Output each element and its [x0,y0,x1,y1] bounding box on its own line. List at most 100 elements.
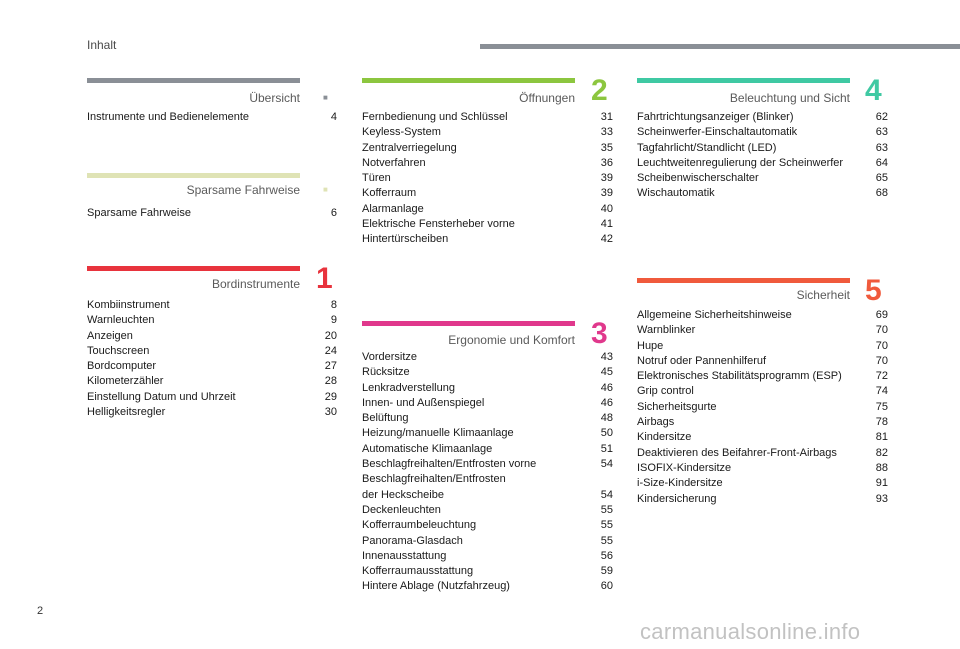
toc-entry[interactable]: Bordcomputer 27 [87,359,337,374]
toc-entry-label: Deaktivieren des Beifahrer-Front-Airbags [637,446,837,459]
section-uebersicht: Übersicht ■ Instrumente und Bedienelemen… [87,78,337,138]
toc-entry[interactable]: Panorama-Glasdach 55 [362,534,613,549]
toc-entry[interactable]: Einstellung Datum und Uhrzeit 29 [87,390,337,405]
section-bar [637,78,850,83]
section-title: Sicherheit [796,288,850,302]
toc-entry-label: Deckenleuchten [362,503,441,516]
toc-entry-label: Rücksitze [362,366,410,379]
toc-entry[interactable]: Kombiinstrument 8 [87,298,337,313]
toc-entry-label: Kofferraumbeleuchtung [362,519,477,532]
toc-entry[interactable]: Allgemeine Sicherheitshinweise 69 [637,308,888,323]
toc-entry[interactable]: Warnleuchten 9 [87,313,337,328]
toc-entry[interactable]: Innenausstattung 56 [362,549,613,564]
toc-entry[interactable]: Alarmanlage 40 [362,202,613,217]
toc-entry-label: Helligkeitsregler [87,406,166,419]
toc-entry-page: 70 [875,339,888,352]
toc-entry[interactable]: Kofferraumbeleuchtung 55 [362,518,613,533]
toc-entry-label: Lenkradverstellung [362,381,455,394]
toc-entry[interactable]: Kindersicherung 93 [637,492,888,507]
toc-entry[interactable]: Notruf oder Pannenhilferuf 70 [637,354,888,369]
toc-entry-page: 64 [875,156,888,169]
toc-entry[interactable]: Grip control 74 [637,384,888,399]
toc-entry[interactable]: Zentralverriegelung 35 [362,141,613,156]
section-bar [87,78,300,83]
toc-entry-label: Sparsame Fahrweise [87,207,191,219]
section-number: 1 [316,262,333,295]
toc-entry-page: 60 [600,580,613,593]
toc-entry[interactable]: Warnblinker 70 [637,323,888,338]
toc-entry[interactable]: Elektronisches Stabilitätsprogramm (ESP)… [637,369,888,384]
toc-entry-page: 55 [600,503,613,516]
toc-entry[interactable]: Hupe 70 [637,339,888,354]
toc-entry-label: Türen [362,172,391,185]
toc-entry-label: Einstellung Datum und Uhrzeit [87,390,236,403]
toc-entry[interactable]: Vordersitze 43 [362,350,613,365]
toc-entry[interactable]: Kofferraum 39 [362,186,613,201]
section-title: Bordinstrumente [211,277,300,291]
toc-entry-label: Kofferraum [362,187,417,200]
toc-entry[interactable]: Notverfahren 36 [362,156,613,171]
toc-entry[interactable]: Belüftung 48 [362,411,613,426]
toc-entry[interactable]: Automatische Klimaanlage 51 [362,442,613,457]
toc-entry[interactable]: Scheibenwischerschalter 65 [637,171,888,186]
toc-entry[interactable]: Kilometerzähler 28 [87,374,337,389]
toc-entry-page: 62 [875,111,888,123]
toc-entry-page: 82 [875,446,888,459]
toc-entry-page: 30 [324,406,337,419]
toc-entry[interactable]: Lenkradverstellung 46 [362,381,613,396]
section-bar [362,321,575,326]
toc-entry[interactable]: Leuchtweitenregulierung der Scheinwerfer… [637,156,888,171]
toc-entry-page: 68 [875,187,888,200]
toc-entry[interactable]: Scheinwerfer-Einschaltautomatik 63 [637,125,888,140]
toc-entry[interactable]: Helligkeitsregler 30 [87,405,337,420]
toc-entry-page: 27 [324,360,337,373]
toc-entry[interactable]: ISOFIX-Kindersitze 88 [637,461,888,476]
toc-entry[interactable]: Elektrische Fensterheber vorne 41 [362,217,613,232]
toc-entry[interactable]: Deckenleuchten 55 [362,503,613,518]
toc-entry-page: 9 [330,314,337,327]
toc-entry[interactable]: Türen 39 [362,171,613,186]
toc-entry[interactable]: Innen- und Außenspiegel 46 [362,396,613,411]
toc-entry-label: Warnleuchten [87,314,155,327]
toc-entry[interactable]: Deaktivieren des Beifahrer-Front-Airbags… [637,446,888,461]
toc-entry-page: 56 [600,549,613,562]
toc-entry-label: Instrumente und Bedienelemente [87,111,250,123]
toc-entry-page: 63 [875,141,888,154]
toc-entry[interactable]: Touchscreen 24 [87,344,337,359]
toc-entry-page: 39 [600,172,613,185]
toc-entry[interactable]: Hintere Ablage (Nutzfahrzeug) 60 [362,579,613,594]
toc-entry[interactable]: Fahrtrichtungsanzeiger (Blinker) 62 [637,110,888,125]
section-items: Fernbedienung und Schlüssel 31 Keyless-Sys… [362,110,613,248]
toc-entry[interactable]: Fernbedienung und Schlüssel 31 [362,110,613,125]
toc-entry[interactable]: Heizung/manuelle Klimaanlage 50 [362,426,613,441]
toc-entry[interactable]: i-Size-Kindersitze 91 [637,476,888,491]
toc-entry[interactable]: Kofferraumausstattung 59 [362,564,613,579]
toc-entry[interactable]: Tagfahrlicht/Standlicht (LED) 63 [637,141,888,156]
toc-entry-page: 70 [875,324,888,337]
page-title: Inhalt [87,38,117,52]
section-title: Übersicht [249,91,300,105]
section-bordinstrumente: Bordinstrumente 1 Kombiinstrument 8 Warnle… [87,262,337,426]
toc-entry-label: i-Size-Kindersitze [637,477,723,490]
toc-entry[interactable]: Wischautomatik 68 [637,186,888,201]
toc-entry-page: 43 [600,351,613,363]
toc-entry-label: Notruf oder Pannenhilferuf [637,354,767,367]
toc-entry-label: Hintertürscheiben [362,233,449,246]
toc-entry[interactable]: Hintertürscheiben 42 [362,232,613,247]
toc-entry[interactable]: Kindersitze 81 [637,430,888,445]
toc-entry[interactable]: Keyless-System 33 [362,125,613,140]
toc-entry[interactable]: Airbags 78 [637,415,888,430]
section-number: 3 [591,317,608,350]
toc-entry-label: Elektrische Fensterheber vorne [362,218,515,231]
toc-entry[interactable]: Anzeigen 20 [87,329,337,344]
toc-entry[interactable]: Beschlagfreihalten/Entfrosten der Hecksc… [362,472,613,503]
section-marker: ■ [323,185,328,194]
toc-entry-page: 88 [875,461,888,474]
toc-entry[interactable]: Rücksitze 45 [362,365,613,380]
toc-entry[interactable]: Sicherheitsgurte 75 [637,400,888,415]
toc-entry[interactable]: Instrumente und Bedienelemente 4 [87,110,337,125]
toc-entry[interactable]: Beschlagfreihalten/Entfrosten vorne 54 [362,457,613,472]
toc-entry[interactable]: Sparsame Fahrweise 6 [87,206,337,221]
toc-entry-page: 48 [600,412,613,425]
section-ergonomie: Ergonomie und Komfort 3 Vordersitze 43 Rüc… [362,317,613,596]
